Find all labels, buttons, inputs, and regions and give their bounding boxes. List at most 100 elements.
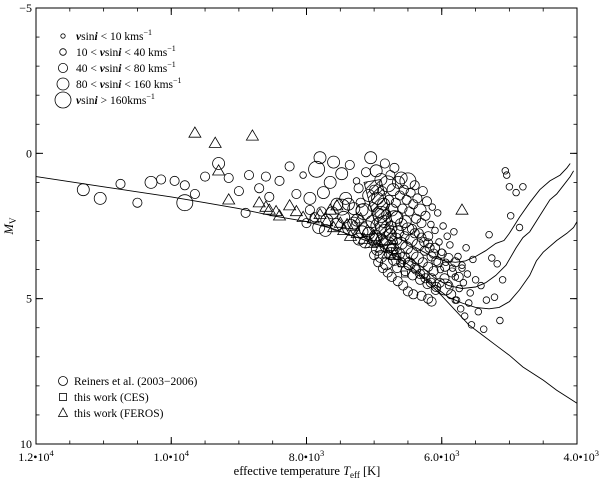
data-point-triangle: [252, 195, 266, 208]
data-point-circle: [429, 242, 440, 253]
data-point-circle: [428, 266, 439, 277]
plot-content: [36, 126, 577, 404]
y-axis-title: MV: [2, 217, 18, 235]
data-point-circle: [316, 186, 330, 200]
data-point-triangle: [313, 207, 327, 220]
data-point-circle: [335, 167, 349, 181]
data-point-circle: [400, 266, 411, 277]
data-point-circle: [415, 274, 426, 285]
data-point-circle: [458, 264, 466, 272]
data-point-circle: [482, 296, 491, 304]
data-point-circle: [411, 264, 422, 275]
data-point-circle: [428, 248, 439, 259]
data-point-circle: [453, 271, 464, 282]
data-point-triangle: [384, 239, 398, 251]
data-point-triangle: [333, 216, 347, 228]
data-point-triangle: [262, 203, 276, 215]
data-point-triangle: [377, 233, 391, 246]
data-point-circle: [389, 162, 400, 173]
legend-source-marker-triangle: [57, 407, 69, 417]
data-point-triangle: [353, 211, 368, 224]
data-point-triangle: [289, 204, 304, 217]
data-point-circle: [450, 257, 461, 268]
data-point-circle: [394, 218, 408, 231]
data-point-circle: [426, 251, 437, 262]
y-tick-label: 5: [26, 292, 32, 306]
data-point-circle: [435, 238, 443, 246]
data-point-circle: [409, 180, 420, 191]
data-point-triangle: [340, 217, 354, 230]
data-point-circle: [308, 160, 326, 178]
data-point-triangle: [272, 209, 287, 221]
data-point-circle: [501, 167, 509, 175]
data-point-circle: [76, 183, 90, 197]
data-point-circle: [327, 155, 341, 169]
data-point-circle: [466, 289, 474, 297]
legend-source-label: Reiners et al. (2003−2006): [74, 376, 198, 388]
data-point-circle: [313, 151, 327, 165]
data-point-circle: [488, 254, 496, 262]
x-axis-ticks: 1.2•104 1.0•104 8.0•103 6.0•103 4.0•103: [18, 8, 599, 464]
data-point-circle: [467, 321, 476, 329]
data-point-circle: [431, 226, 439, 235]
data-point-circle: [132, 197, 143, 208]
data-point-circle: [379, 158, 390, 169]
data-point-circle: [474, 308, 482, 316]
data-point-circle: [423, 293, 434, 304]
data-point-circle: [471, 276, 480, 284]
data-point-triangle: [259, 200, 273, 212]
legend-vsini-marker: [54, 91, 72, 109]
data-point-circle: [451, 296, 459, 304]
data-point-circle: [503, 171, 511, 179]
data-point-circle: [408, 289, 419, 300]
legend-vsini-label: vsini < 10 kms−1: [76, 28, 152, 43]
data-point-circle: [465, 299, 473, 307]
data-point-circle: [200, 171, 211, 182]
data-point-circle: [370, 217, 388, 235]
data-point-circle: [360, 167, 371, 178]
data-point-circle: [176, 194, 194, 212]
legend-source-label: this work (FEROS): [74, 408, 164, 420]
data-point-circle: [444, 281, 453, 290]
data-point-circle: [369, 164, 383, 178]
data-point-circle: [413, 203, 427, 217]
data-point-triangle: [326, 220, 341, 233]
data-point-triangle: [323, 203, 337, 215]
data-point-circle: [240, 207, 251, 218]
data-point-circle: [450, 228, 458, 236]
data-point-circle: [362, 189, 376, 202]
data-point-circle: [443, 232, 451, 240]
legend-vsini-label: 40 < vsini < 80 kms−1: [76, 60, 176, 75]
y-tick-label: 10: [20, 437, 32, 451]
x-tick-label: 6.0•103: [424, 448, 459, 464]
data-point-circle: [309, 212, 320, 223]
data-point-circle: [417, 186, 428, 197]
legend-vsini-label: 80 < vsini < 160 kms−1: [76, 76, 182, 91]
data-point-circle: [374, 173, 388, 186]
data-point-circle: [312, 221, 326, 234]
data-point-circle: [398, 215, 412, 229]
data-point-circle: [377, 186, 388, 197]
data-point-circle: [436, 278, 454, 296]
data-point-triangle: [282, 198, 297, 211]
data-point-circle: [233, 186, 244, 197]
data-point-circle: [434, 277, 445, 288]
legend-sources: Reiners et al. (2003−2006) this work (CES…: [57, 376, 198, 420]
data-point-circle: [397, 203, 408, 214]
data-point-circle: [274, 175, 285, 186]
data-point-triangle: [347, 219, 361, 231]
data-point-circle: [369, 184, 380, 195]
data-point-circle: [426, 273, 437, 284]
data-point-circle: [355, 203, 369, 217]
data-point-circle: [512, 188, 520, 197]
data-point-circle: [304, 204, 315, 215]
data-point-circle: [364, 151, 378, 165]
data-point-triangle: [350, 226, 364, 238]
data-point-circle: [418, 268, 429, 279]
data-point-circle: [496, 316, 504, 325]
data-point-circle: [254, 183, 265, 194]
data-point-circle: [156, 174, 167, 185]
data-point-circle: [404, 234, 418, 247]
data-point-circle: [420, 210, 431, 221]
legend-vsini-marker: [56, 77, 70, 91]
